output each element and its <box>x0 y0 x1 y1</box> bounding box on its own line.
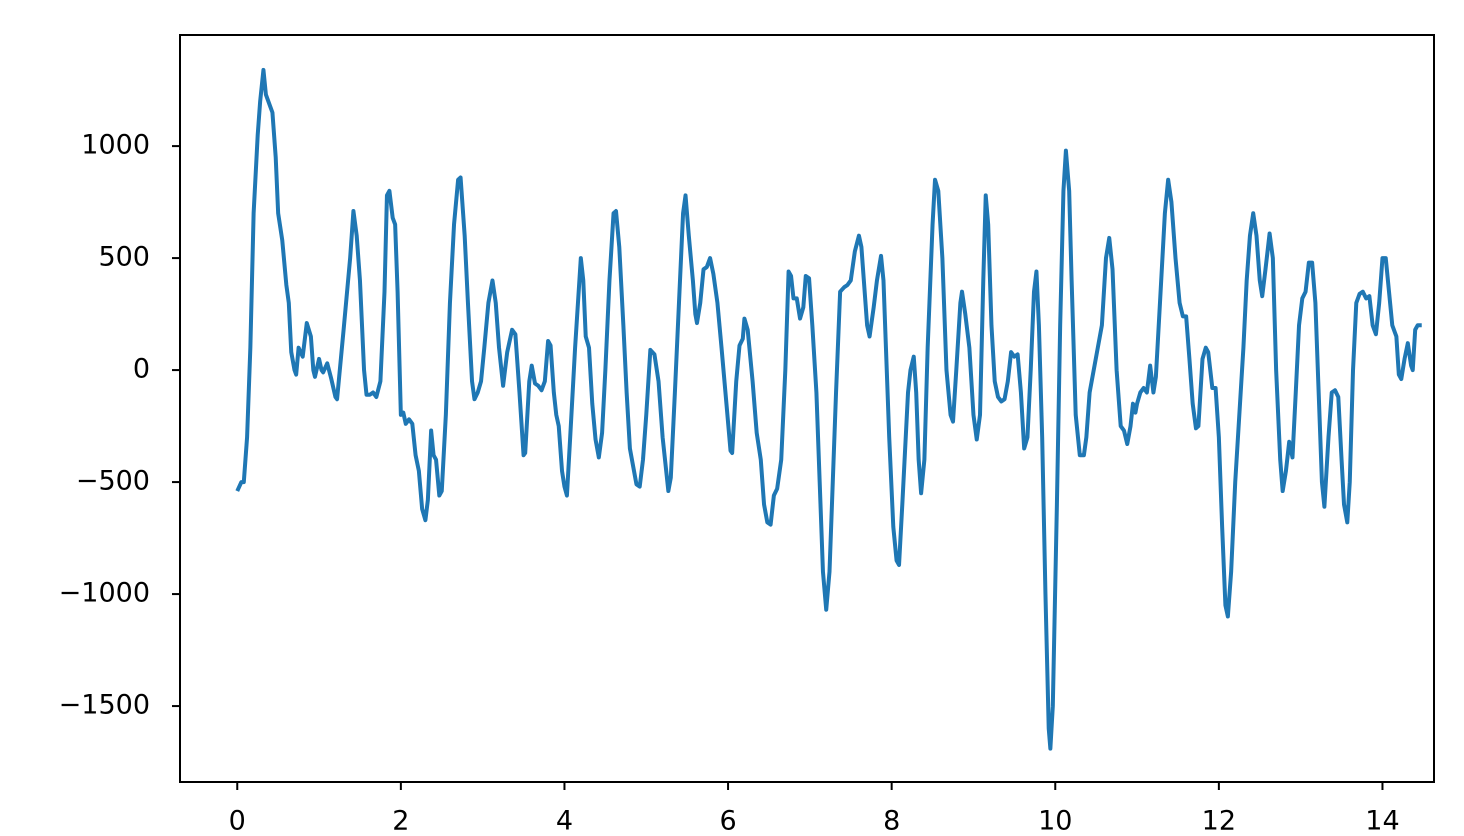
x-tick-label: 4 <box>556 806 573 836</box>
data-line <box>235 67 1422 751</box>
x-tick-label: 12 <box>1202 806 1236 836</box>
x-tick-label: 6 <box>719 806 736 836</box>
x-tick-label: 0 <box>229 806 246 836</box>
y-tick-label: 0 <box>133 354 150 385</box>
x-tick-label: 14 <box>1365 806 1399 836</box>
x-tick-label: 10 <box>1038 806 1072 836</box>
x-tick-label: 8 <box>883 806 900 836</box>
y-tick-label: 1000 <box>81 130 150 161</box>
x-tick-label: 2 <box>392 806 409 836</box>
y-tick-label: −1500 <box>59 690 150 721</box>
y-tick-label: −500 <box>76 466 150 497</box>
y-tick-label: −1000 <box>59 578 150 609</box>
plot-frame <box>179 34 1435 783</box>
y-tick-label: 500 <box>98 242 150 273</box>
